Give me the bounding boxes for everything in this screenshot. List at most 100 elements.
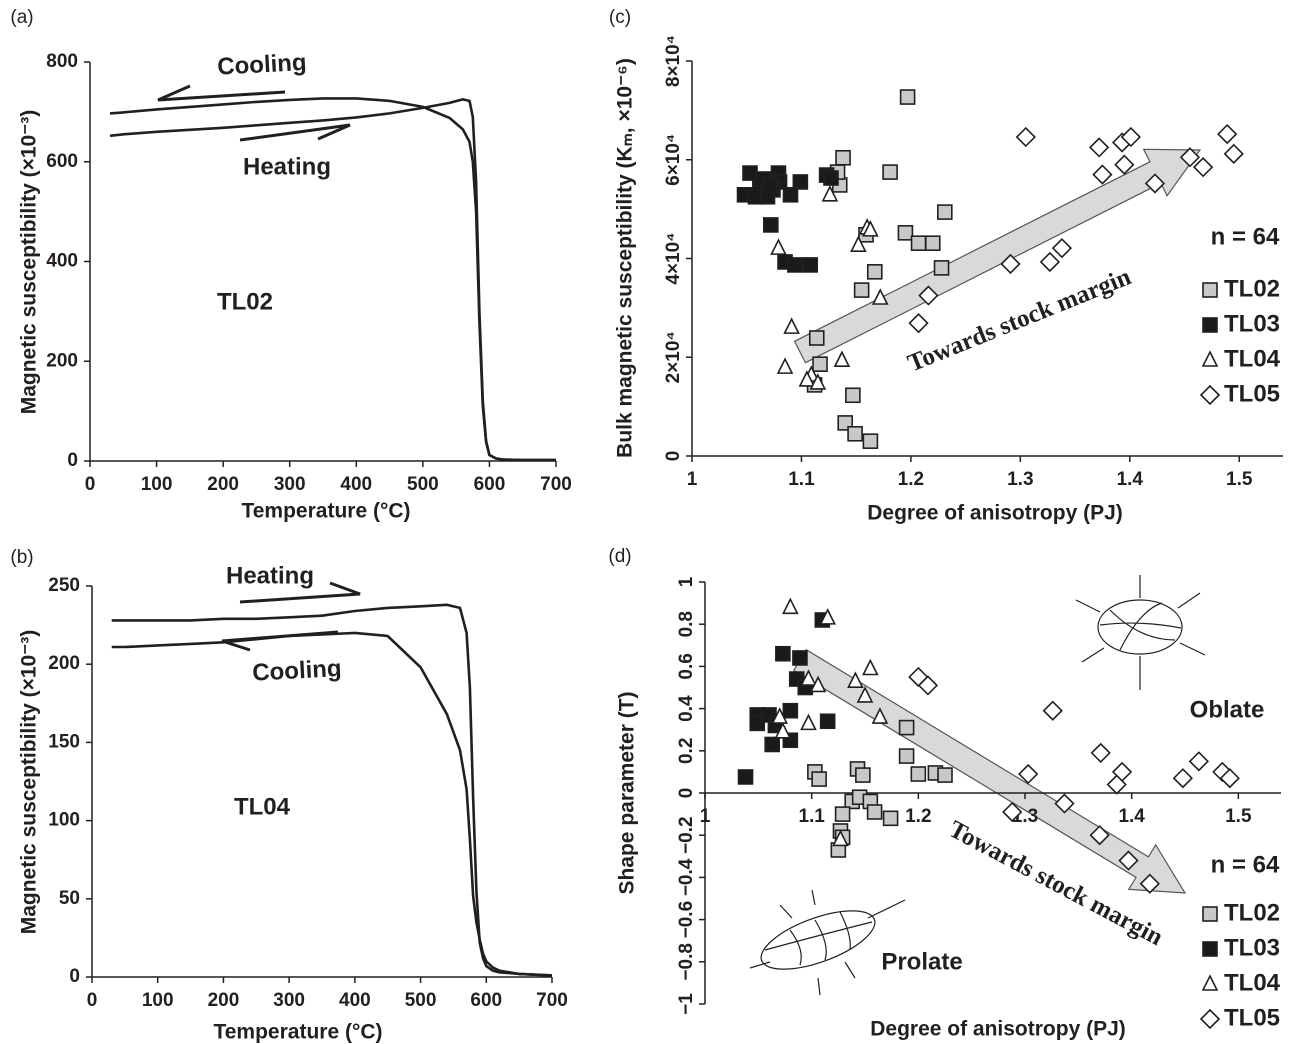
x-axis-label: Temperature (°C) (241, 500, 410, 523)
y-tick-label: 150 (48, 731, 80, 752)
marker (823, 170, 839, 186)
heating-arrow (239, 581, 361, 604)
marker (1090, 742, 1111, 764)
marker (871, 288, 889, 305)
sample-label: TL04 (234, 793, 291, 820)
marker (847, 671, 864, 688)
marker (770, 238, 787, 255)
y-tick-label: 0.6 (676, 653, 697, 679)
x-tick-label: 200 (207, 474, 239, 495)
marker (792, 650, 808, 666)
marker (1114, 154, 1135, 175)
legend-label: TL02 (1224, 899, 1280, 926)
marker (908, 313, 929, 334)
marker (834, 806, 851, 822)
sample-label: TL02 (217, 288, 273, 315)
x-tick-label: 1.2 (905, 806, 931, 827)
x-tick-label: 500 (407, 474, 439, 495)
y-tick-label: 2×10⁴ (663, 331, 684, 383)
y-tick-label: 0 (663, 451, 684, 462)
marker (850, 235, 867, 252)
panel-label: (d) (608, 546, 631, 567)
marker (917, 675, 939, 696)
marker (1089, 825, 1110, 846)
x-tick-label: 600 (470, 990, 502, 1011)
legend-marker (1201, 974, 1219, 991)
x-tick-label: 1.5 (1225, 806, 1252, 827)
y-axis-label: Magnetic susceptibility (×10⁻³) (18, 630, 41, 935)
y-tick-label: −0.2 (676, 816, 697, 854)
legend-marker (1202, 282, 1218, 298)
marker (819, 608, 836, 625)
marker (933, 260, 950, 276)
y-tick-label: 0 (69, 966, 80, 987)
y-tick-label: 400 (46, 251, 78, 272)
marker (1039, 251, 1061, 273)
x-tick-label: 600 (474, 474, 506, 495)
marker (1144, 173, 1166, 194)
x-tick-label: 1.1 (798, 806, 825, 827)
series-label: Heating (226, 562, 314, 589)
legend-label: TL05 (1224, 1004, 1280, 1031)
marker (792, 174, 809, 190)
legend-label: TL02 (1224, 275, 1280, 302)
marker (775, 645, 791, 662)
y-tick-label: −0.8 (676, 943, 697, 981)
x-tick-label: 0 (85, 474, 96, 495)
x-tick-label: 200 (208, 990, 240, 1011)
marker (845, 387, 861, 404)
x-tick-label: 1.4 (1117, 469, 1144, 490)
legend-marker (1199, 384, 1221, 406)
curve (111, 603, 553, 977)
y-tick-label: 200 (46, 350, 78, 371)
marker (871, 707, 889, 724)
marker (1051, 237, 1073, 259)
marker (774, 722, 792, 739)
x-tick-label: 500 (405, 990, 437, 1011)
y-tick-label: 6×10⁴ (663, 134, 684, 186)
legend-marker (1202, 317, 1218, 333)
marker (924, 235, 941, 251)
marker (821, 185, 839, 202)
marker (1092, 164, 1113, 185)
marker (1118, 850, 1139, 871)
y-tick-label: 8×10⁴ (663, 35, 684, 87)
marker (833, 350, 851, 368)
legend-marker (1202, 906, 1218, 922)
legend-marker (1201, 350, 1219, 367)
marker (897, 225, 914, 241)
marker (937, 767, 953, 783)
marker (749, 715, 766, 732)
series-label: Heating (243, 153, 331, 180)
marker (1120, 126, 1142, 148)
marker (832, 829, 849, 847)
x-tick-label: 300 (274, 474, 306, 495)
marker (812, 356, 828, 372)
x-tick-label: 100 (142, 990, 174, 1011)
legend-label: TL03 (1224, 934, 1280, 961)
y-tick-label: 0 (67, 450, 78, 471)
marker (808, 330, 825, 346)
marker (783, 317, 800, 334)
marker (1192, 157, 1214, 178)
marker (819, 713, 836, 730)
legend-marker (1202, 941, 1218, 957)
marker (811, 771, 827, 787)
marker (1106, 774, 1127, 795)
x-tick-label: 1.3 (1007, 469, 1033, 490)
marker (1172, 768, 1193, 789)
marker (1018, 763, 1039, 785)
legend-label: TL04 (1224, 969, 1281, 996)
marker (866, 264, 883, 280)
n-label: n = 64 (1211, 223, 1280, 250)
x-tick-label: 400 (339, 990, 371, 1011)
x-tick-label: 1.5 (1226, 469, 1253, 490)
marker (835, 149, 851, 166)
series-label: Cooling (217, 49, 308, 81)
marker (862, 658, 879, 676)
panel-label: (c) (609, 7, 631, 28)
annotation: Prolate (881, 948, 962, 975)
y-axis-label: Magnetic susceptibility (×10⁻³) (18, 110, 41, 415)
x-axis-label: Degree of anisotropy (PJ) (870, 1018, 1126, 1041)
